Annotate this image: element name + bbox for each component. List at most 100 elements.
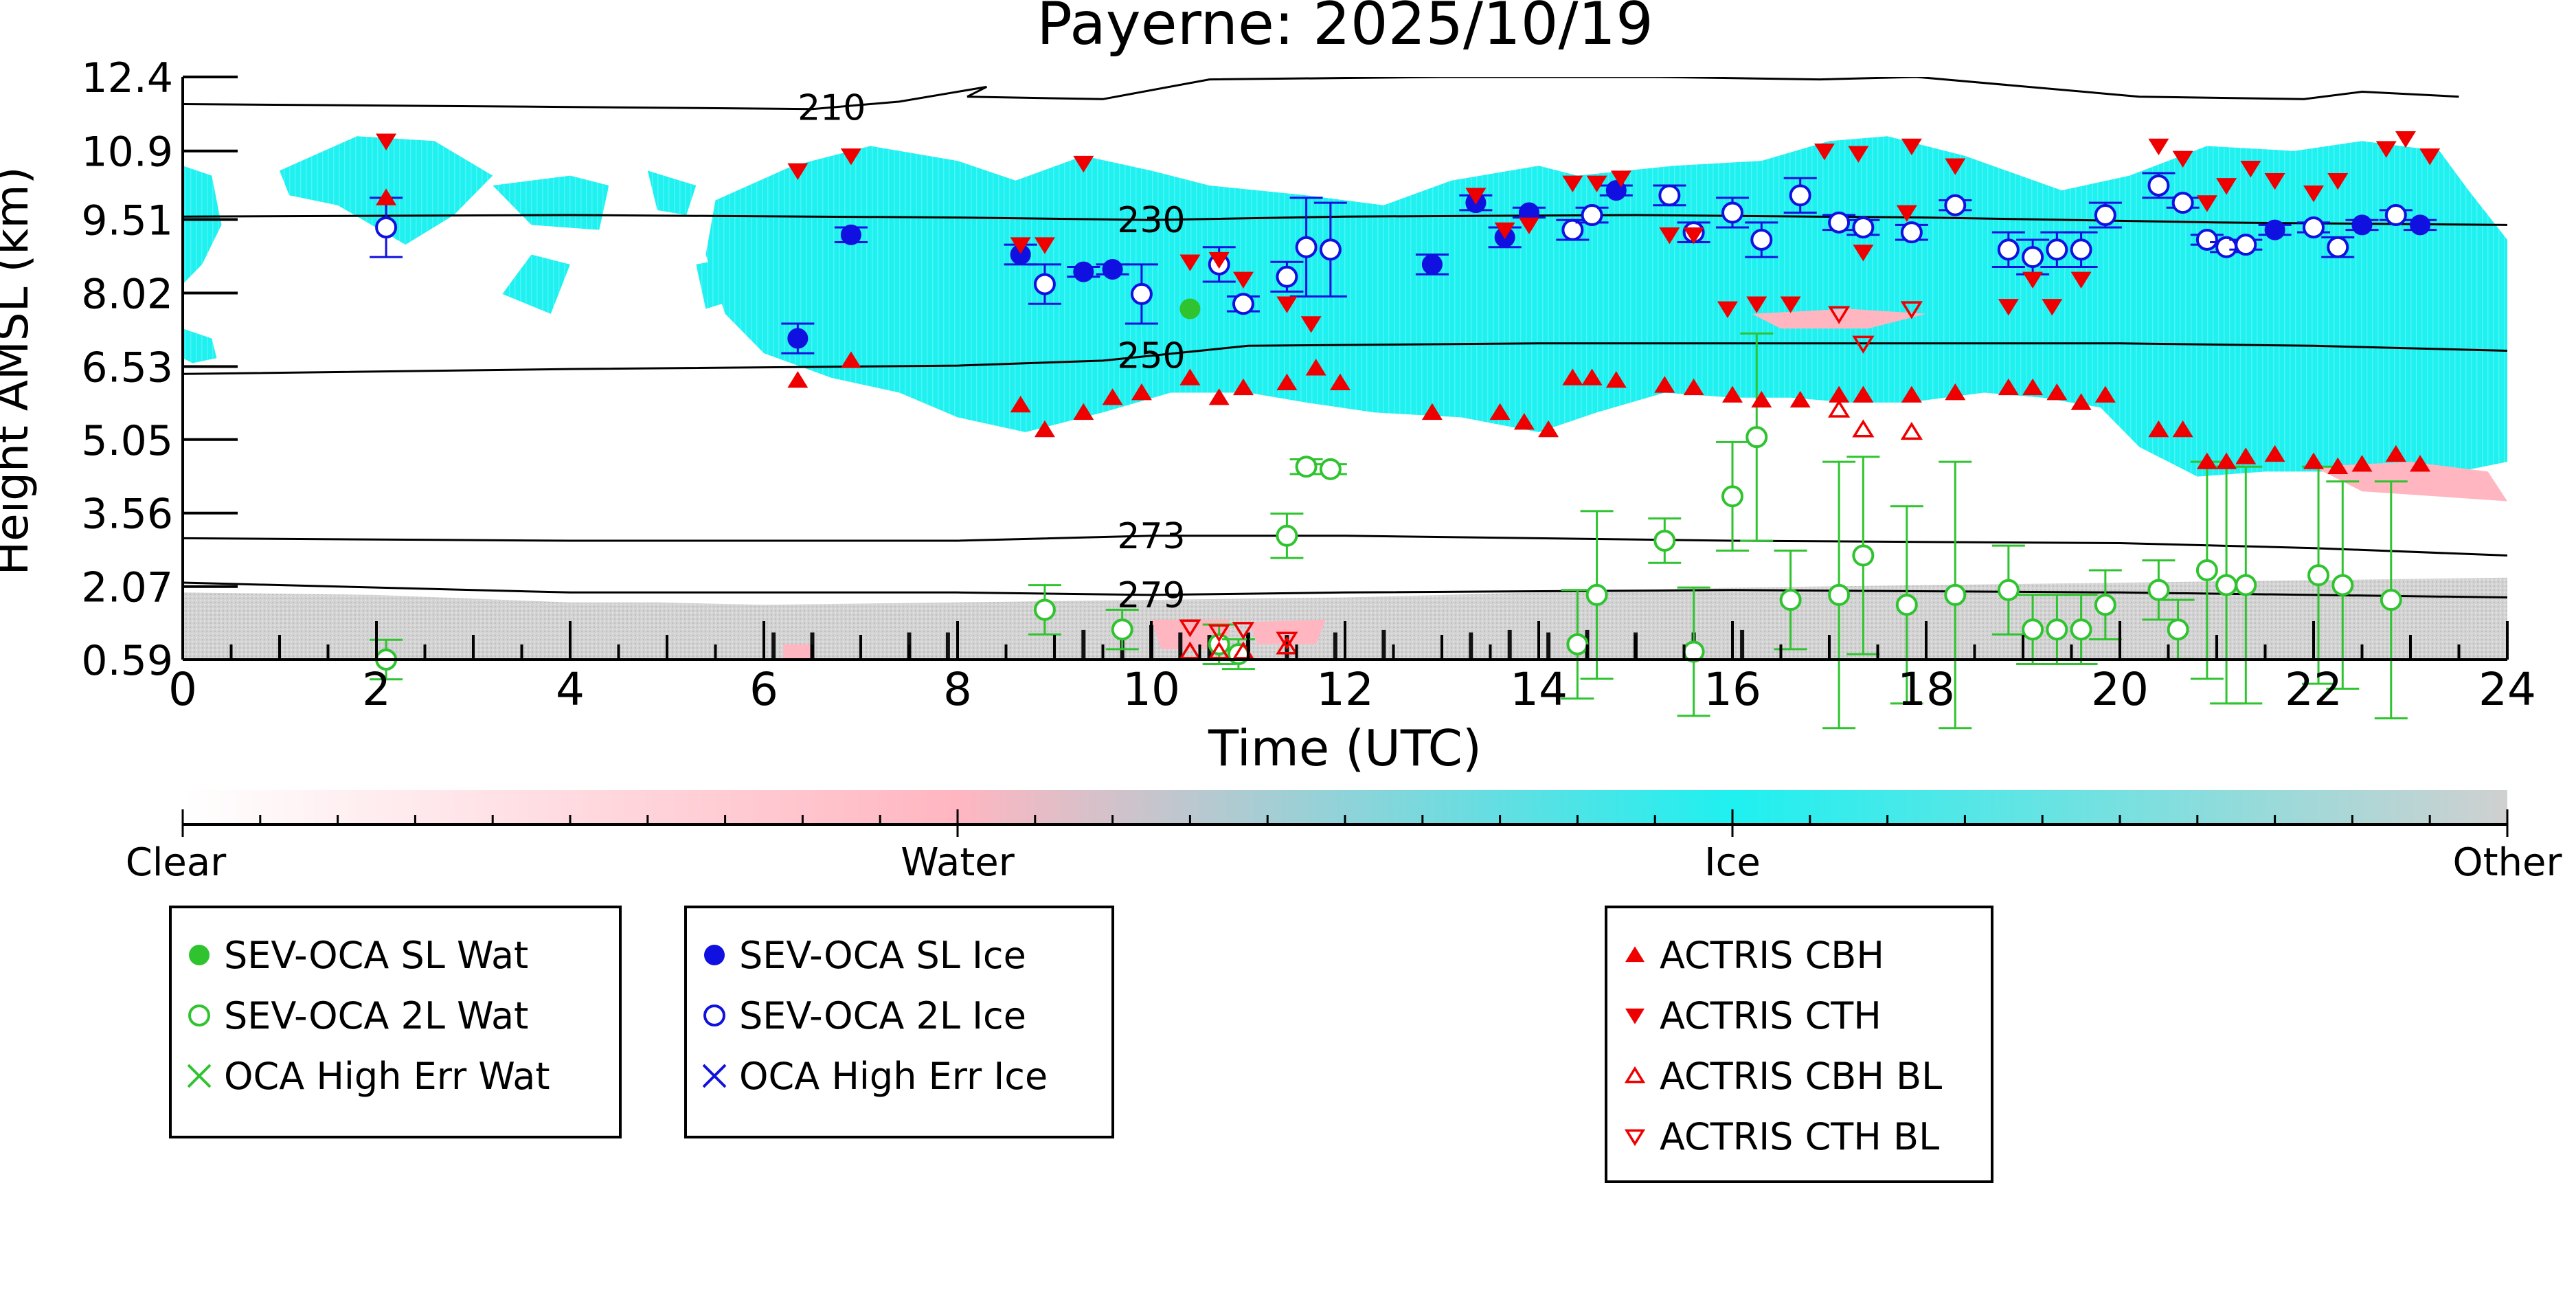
legend-marker: [702, 1064, 727, 1088]
data-point: [2094, 204, 2116, 227]
data-point: [2070, 618, 2092, 641]
data-point: [2022, 271, 2044, 289]
y-tick-label: 0.59: [81, 637, 173, 685]
data-point: [1900, 221, 1923, 244]
data-point: [1610, 170, 1631, 188]
data-point: [2196, 195, 2217, 212]
data-point: [1566, 633, 1589, 655]
data-point: [1721, 201, 1743, 224]
isotherm-line: [183, 342, 2507, 375]
series-actris-cth-bl: [1179, 301, 1923, 650]
data-point: [1102, 259, 1123, 280]
data-point: [1518, 217, 1539, 234]
ice-cloud-region: [647, 170, 697, 215]
legend-frame: [1605, 906, 1993, 1183]
data-point: [1751, 390, 1772, 408]
data-point: [2264, 445, 2285, 462]
data-point: [2235, 447, 2257, 464]
data-point: [1130, 282, 1153, 305]
data-point: [1111, 618, 1133, 641]
data-point: [1659, 227, 1680, 245]
data-point: [1998, 299, 2019, 316]
data-point: [2327, 236, 2349, 258]
legend-box: SEV-OCA SL Wat SEV-OCA 2L Wat OCA High Err…: [169, 906, 622, 1138]
data-point: [1421, 403, 1443, 420]
legend-marker: [1624, 1129, 1646, 1147]
data-point: [1900, 301, 1923, 319]
legend-marker: [1625, 1008, 1645, 1024]
y-tick-label: 6.53: [81, 344, 173, 392]
data-point: [1300, 316, 1322, 333]
data-point: [1658, 184, 1681, 207]
data-point: [1585, 583, 1608, 606]
data-point: [1494, 222, 1515, 240]
colorbar-label: Clear: [126, 840, 227, 885]
data-point: [1179, 254, 1201, 271]
data-point: [1848, 146, 1869, 163]
data-point: [1901, 138, 1922, 156]
data-point: [1208, 388, 1230, 405]
data-point: [1945, 383, 1966, 401]
data-point: [1653, 529, 1676, 552]
isotherm-label: 273: [1117, 516, 1185, 557]
data-point: [1232, 293, 1254, 315]
data-point: [1750, 228, 1773, 251]
data-point: [1305, 359, 1326, 376]
data-point: [1901, 385, 1922, 403]
data-point: [2094, 594, 2116, 616]
legend-label: ACTRIS CBH BL: [1660, 1055, 1942, 1098]
data-point: [2235, 574, 2257, 596]
data-point: [1745, 426, 1768, 449]
data-point: [840, 351, 861, 368]
data-point: [840, 224, 861, 245]
legend-label: ACTRIS CTH: [1660, 994, 1882, 1037]
legend-box: SEV-OCA SL Ice SEV-OCA 2L Ice OCA High Err…: [684, 906, 1114, 1138]
data-point: [1295, 236, 1318, 258]
legend-label: OCA High Err Ice: [739, 1055, 1048, 1098]
data-point: [2235, 234, 2257, 256]
x-tick-label: 20: [2091, 663, 2149, 716]
data-point: [2195, 228, 2218, 251]
x-tick-label: 18: [1897, 663, 1955, 716]
data-point: [375, 216, 398, 239]
data-point: [1033, 598, 1056, 621]
data-point: [1852, 335, 1875, 354]
data-point: [1852, 419, 1875, 438]
data-point: [1073, 155, 1094, 173]
data-point: [1683, 378, 1704, 396]
legend-marker: [703, 1004, 725, 1026]
data-point: [2148, 138, 2169, 156]
isotherm-line: [183, 77, 2459, 111]
data-point: [2240, 161, 2261, 178]
data-point: [1717, 301, 1738, 318]
data-point: [2385, 445, 2406, 462]
data-point: [1073, 403, 1094, 420]
water-cloud-region: [1752, 308, 1926, 329]
data-point: [2380, 589, 2402, 611]
data-point: [1232, 622, 1255, 640]
data-point: [1131, 383, 1152, 401]
isotherm-label: 210: [798, 87, 866, 128]
data-point: [1033, 273, 1056, 295]
data-point: [1276, 265, 1298, 288]
legend-label: SEV-OCA 2L Wat: [224, 994, 528, 1037]
data-point: [376, 188, 397, 205]
ice-cloud-region: [502, 254, 570, 314]
data-point: [2331, 574, 2354, 596]
isotherm-line: [183, 214, 2507, 226]
data-point: [2303, 185, 2324, 203]
data-point: [2351, 214, 2373, 236]
data-point: [2046, 238, 2068, 261]
y-tick-label: 2.07: [81, 564, 173, 612]
isotherm-line: [183, 535, 2507, 557]
data-point: [1276, 373, 1298, 390]
y-tick-label: 5.05: [81, 417, 173, 465]
data-point: [1102, 388, 1123, 405]
data-point: [1829, 385, 1850, 403]
y-tick-label: 12.4: [81, 54, 173, 102]
data-point: [1683, 227, 1704, 245]
data-point: [2070, 393, 2092, 410]
